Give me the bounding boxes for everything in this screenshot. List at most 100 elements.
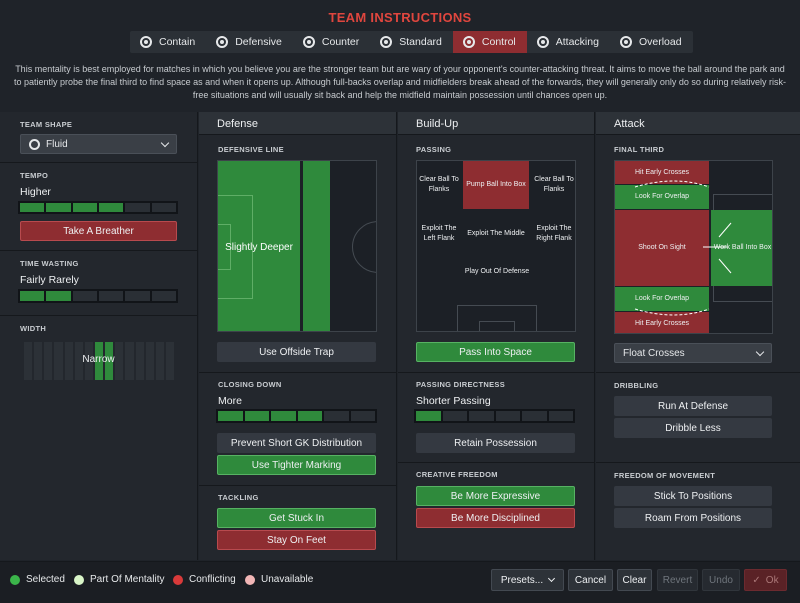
use-tighter-marking-button[interactable]: Use Tighter Marking (217, 455, 376, 475)
look-for-overlap-top-zone[interactable]: Look For Overlap (615, 185, 709, 209)
time-wasting-label: TIME WASTING (20, 259, 79, 268)
team-shape-value: Fluid (46, 138, 68, 150)
meter-segment[interactable] (442, 411, 467, 421)
clear-ball-to-flanks-right-zone[interactable]: Clear Ball To Flanks (534, 176, 574, 193)
meter-segment[interactable] (151, 203, 176, 212)
mentality-tab-overload[interactable]: Overload (610, 31, 693, 53)
defensive-icon (216, 36, 229, 48)
revert-button[interactable]: Revert (657, 569, 698, 591)
work-ball-into-box-zone[interactable]: Work Ball Into Box (711, 210, 772, 286)
meter-segment[interactable] (46, 203, 71, 212)
meter-segment[interactable] (271, 411, 296, 421)
look-for-overlap-bottom-zone[interactable]: Look For Overlap (615, 287, 709, 311)
tempo-meter[interactable] (18, 201, 178, 214)
take-a-breather-button[interactable]: Take A Breather (20, 221, 177, 241)
meter-segment[interactable] (218, 411, 243, 421)
meter-segment[interactable] (46, 291, 71, 301)
presets-button[interactable]: Presets... (491, 569, 564, 591)
ok-button[interactable]: ✓ Ok (744, 569, 787, 591)
stick-to-positions-button[interactable]: Stick To Positions (614, 486, 772, 506)
stay-on-feet-button[interactable]: Stay On Feet (217, 530, 376, 550)
crossing-dropdown[interactable]: Float Crosses (614, 343, 772, 363)
dribble-less-button[interactable]: Dribble Less (614, 418, 772, 438)
counter-icon (302, 36, 315, 48)
meter-segment[interactable] (151, 291, 176, 301)
meter-segment[interactable] (297, 411, 322, 421)
defense-panel: Defense DEFENSIVE LINE Slightly Deeper U… (199, 112, 397, 560)
roam-from-positions-button[interactable]: Roam From Positions (614, 508, 772, 528)
use-offside-trap-button[interactable]: Use Offside Trap (217, 342, 376, 362)
exploit-right-flank-zone[interactable]: Exploit The Right Flank (536, 224, 572, 242)
undo-button[interactable]: Undo (702, 569, 740, 591)
closing-down-label: CLOSING DOWN (218, 380, 282, 389)
team-shape-dropdown[interactable]: Fluid (20, 134, 177, 154)
passing-directness-value: Shorter Passing (416, 395, 491, 407)
attacking-icon (536, 36, 549, 48)
legend-unavailable: Unavailable (245, 574, 313, 585)
fluid-icon (29, 138, 40, 150)
meter-segment[interactable] (72, 291, 97, 301)
chevron-down-icon (160, 138, 170, 147)
cancel-button[interactable]: Cancel (568, 569, 613, 591)
attack-panel: Attack FINAL THIRD Hit Early Crosses Loo… (596, 112, 800, 560)
check-icon: ✓ (752, 574, 761, 586)
be-more-expressive-button[interactable]: Be More Expressive (416, 486, 575, 506)
time-wasting-value: Fairly Rarely (20, 274, 79, 286)
chevron-down-icon (548, 574, 556, 583)
team-shape-label: TEAM SHAPE (20, 120, 73, 129)
closing-down-meter[interactable] (216, 409, 377, 423)
passing-directness-meter[interactable] (414, 409, 575, 423)
prevent-short-gk-distribution-button[interactable]: Prevent Short GK Distribution (217, 433, 376, 453)
get-stuck-in-button[interactable]: Get Stuck In (217, 508, 376, 528)
retain-possession-button[interactable]: Retain Possession (416, 433, 575, 453)
buildup-panel: Build-Up PASSING Clear Ball To Flanks Pu… (398, 112, 595, 560)
standard-icon (380, 36, 393, 48)
meter-segment[interactable] (20, 291, 45, 301)
exploit-middle-zone[interactable]: Exploit The Middle (467, 229, 525, 237)
mentality-tab-attacking[interactable]: Attacking (527, 31, 610, 53)
pass-into-space-button[interactable]: Pass Into Space (416, 342, 575, 362)
clear-button[interactable]: Clear (617, 569, 652, 591)
tackling-label: TACKLING (218, 493, 259, 502)
width-value: Narrow (82, 354, 115, 365)
mentality-tab-counter[interactable]: Counter (293, 31, 370, 53)
meter-segment[interactable] (125, 203, 150, 212)
final-third-pitch[interactable]: Hit Early Crosses Look For Overlap Shoot… (614, 160, 773, 334)
meter-segment[interactable] (548, 411, 573, 421)
mentality-tab-contain[interactable]: Contain (130, 31, 206, 53)
meter-segment[interactable] (98, 203, 124, 212)
legend-selected: Selected (10, 574, 65, 585)
defensive-line-pitch[interactable]: Slightly Deeper (217, 160, 377, 332)
width-selector[interactable]: Narrow (20, 342, 177, 380)
attack-header: Attack (596, 112, 800, 135)
meter-segment[interactable] (416, 411, 441, 421)
mentality-tab-standard[interactable]: Standard (370, 31, 453, 53)
mentality-selector: Contain Defensive Counter Standard Control At… (130, 31, 693, 53)
hit-early-crosses-bottom-zone[interactable]: Hit Early Crosses (615, 312, 709, 333)
time-wasting-meter[interactable] (18, 289, 178, 303)
meter-segment[interactable] (469, 411, 494, 421)
meter-segment[interactable] (98, 291, 124, 301)
passing-pitch[interactable]: Clear Ball To Flanks Pump Ball Into Box … (416, 160, 576, 332)
meter-segment[interactable] (324, 411, 349, 421)
run-at-defense-button[interactable]: Run At Defense (614, 396, 772, 416)
meter-segment[interactable] (20, 203, 45, 212)
meter-segment[interactable] (125, 291, 150, 301)
exploit-left-flank-zone[interactable]: Exploit The Left Flank (421, 224, 457, 242)
contain-icon (140, 36, 152, 48)
meter-segment[interactable] (244, 411, 269, 421)
meter-segment[interactable] (522, 411, 547, 421)
mentality-tab-control[interactable]: Control (452, 31, 527, 53)
be-more-disciplined-button[interactable]: Be More Disciplined (416, 508, 575, 528)
mentality-tab-defensive[interactable]: Defensive (206, 31, 293, 53)
pump-ball-into-box-zone[interactable]: Pump Ball Into Box (463, 161, 529, 209)
meter-segment[interactable] (495, 411, 520, 421)
hit-early-crosses-top-zone[interactable]: Hit Early Crosses (615, 161, 709, 184)
play-out-of-defense-zone[interactable]: Play Out Of Defense (464, 268, 530, 275)
closing-down-value: More (218, 395, 242, 407)
footer-bar: Selected Part Of Mentality Conflicting U… (0, 561, 800, 603)
meter-segment[interactable] (350, 411, 375, 421)
meter-segment[interactable] (72, 203, 97, 212)
shoot-on-sight-zone[interactable]: Shoot On Sight (615, 210, 709, 286)
clear-ball-to-flanks-left-zone[interactable]: Clear Ball To Flanks (419, 176, 459, 193)
